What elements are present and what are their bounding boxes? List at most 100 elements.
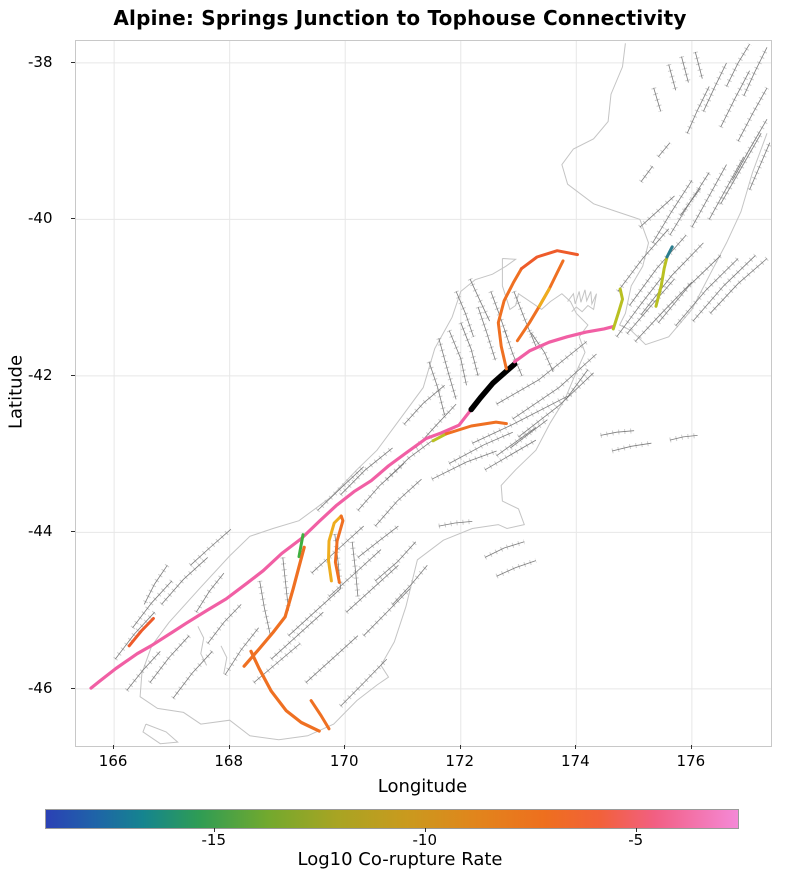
coastline — [197, 626, 208, 666]
coastline — [220, 645, 228, 674]
series-hope-olive — [431, 432, 448, 443]
fault-trace — [640, 242, 704, 316]
fault-trace — [653, 87, 662, 112]
fault-trace — [639, 195, 675, 228]
series-otago-orange-long — [242, 545, 306, 668]
colorbar-gradient — [45, 809, 739, 829]
fault-trace — [496, 560, 537, 577]
coastline — [142, 723, 179, 745]
fault-trace-rungs — [495, 339, 589, 407]
series-southland-orange — [249, 649, 321, 733]
fault-trace — [477, 306, 496, 361]
y-tick-label: -38 — [28, 52, 53, 71]
colorbar-tick-label: -10 — [412, 831, 438, 849]
fault-trace — [484, 541, 525, 558]
fault-trace — [340, 658, 388, 707]
fault-trace-rungs — [113, 610, 157, 661]
plot-area — [75, 40, 772, 747]
fault-trace — [143, 565, 168, 605]
fault-trace — [403, 384, 445, 425]
series-otago-yellow-line — [327, 514, 343, 583]
series-alpine-fault-sw — [89, 407, 473, 690]
fault-trace — [288, 588, 341, 636]
fault-trace-rungs — [159, 555, 210, 607]
fault-trace — [363, 588, 411, 636]
fault-trace — [686, 86, 710, 134]
fault-trace — [448, 330, 467, 386]
fault-trace-rungs — [516, 370, 596, 439]
fault-trace — [455, 291, 474, 337]
fault-trace-rungs — [458, 321, 481, 377]
series-wairau-ne-pink — [512, 325, 615, 364]
fault-trace — [438, 338, 457, 400]
fault-trace — [612, 442, 652, 452]
y-tick-label: -46 — [28, 678, 53, 697]
series-otago-orange-loop — [333, 514, 345, 584]
coastline — [561, 43, 768, 346]
fault-trace — [438, 521, 473, 527]
fault-trace — [652, 180, 693, 244]
fault-trace — [190, 528, 232, 566]
fault-trace — [600, 430, 635, 436]
fault-trace — [629, 234, 687, 306]
series-north-branch-yellow — [537, 287, 551, 308]
series-north-branch-top-redorange — [519, 249, 579, 271]
fault-trace — [504, 330, 523, 377]
fault-trace — [351, 541, 359, 597]
fault-trace — [691, 164, 727, 228]
fault-trace — [469, 278, 490, 322]
fault-trace — [510, 419, 548, 449]
fault-trace — [126, 651, 161, 691]
fault-trace — [679, 187, 701, 216]
fault-trace — [449, 431, 513, 464]
series-fiordland-orange — [127, 617, 155, 648]
coastline — [139, 258, 589, 741]
fault-trace — [271, 611, 324, 660]
chart-title: Alpine: Springs Junction to Tophouse Con… — [113, 6, 687, 30]
fault-trace — [692, 255, 756, 322]
fault-trace-rungs — [529, 331, 556, 374]
series-hope-orange — [444, 420, 508, 436]
y-axis-label: Latitude — [5, 354, 27, 430]
x-tick-label: 174 — [560, 752, 590, 770]
y-tick-label: -40 — [28, 209, 53, 228]
fault-trace — [737, 87, 768, 142]
fault-trace — [657, 255, 721, 323]
fault-trace — [710, 258, 768, 314]
x-tick-label: 168 — [214, 752, 243, 770]
fault-trace — [708, 156, 745, 220]
fault-trace — [472, 395, 568, 444]
fault-trace-rungs — [483, 539, 526, 560]
fault-trace — [305, 635, 359, 683]
fault-trace-rungs — [205, 602, 244, 646]
fault-trace — [617, 228, 670, 292]
x-tick-label: 170 — [329, 752, 359, 770]
fault-trace — [132, 580, 173, 629]
fault-trace — [207, 604, 242, 644]
fault-trace — [114, 611, 155, 660]
fault-trace — [161, 557, 208, 605]
fault-trace — [694, 51, 703, 79]
fault-trace — [311, 525, 364, 574]
fault-trace — [681, 56, 689, 83]
fault-trace — [386, 439, 434, 480]
fault-trace-rungs — [171, 649, 215, 700]
fault-trace — [513, 291, 537, 347]
x-tick-label: 176 — [676, 752, 706, 770]
fault-trace — [431, 450, 497, 480]
series-otago-green-segment — [297, 533, 305, 559]
fault-trace-rungs — [373, 540, 418, 583]
map-svg — [76, 41, 771, 746]
series-teal-tip — [665, 245, 674, 259]
fault-trace — [668, 64, 677, 91]
fault-trace — [731, 118, 768, 181]
fault-trace — [675, 258, 739, 327]
x-axis-label: Longitude — [377, 776, 468, 797]
fault-trace — [195, 572, 225, 613]
x-tick-label: 172 — [445, 752, 475, 770]
series-olive-segment-a — [611, 287, 624, 331]
fault-trace — [340, 447, 393, 496]
fault-trace — [375, 541, 416, 582]
fault-trace — [428, 361, 445, 416]
fault-trace — [703, 62, 727, 112]
